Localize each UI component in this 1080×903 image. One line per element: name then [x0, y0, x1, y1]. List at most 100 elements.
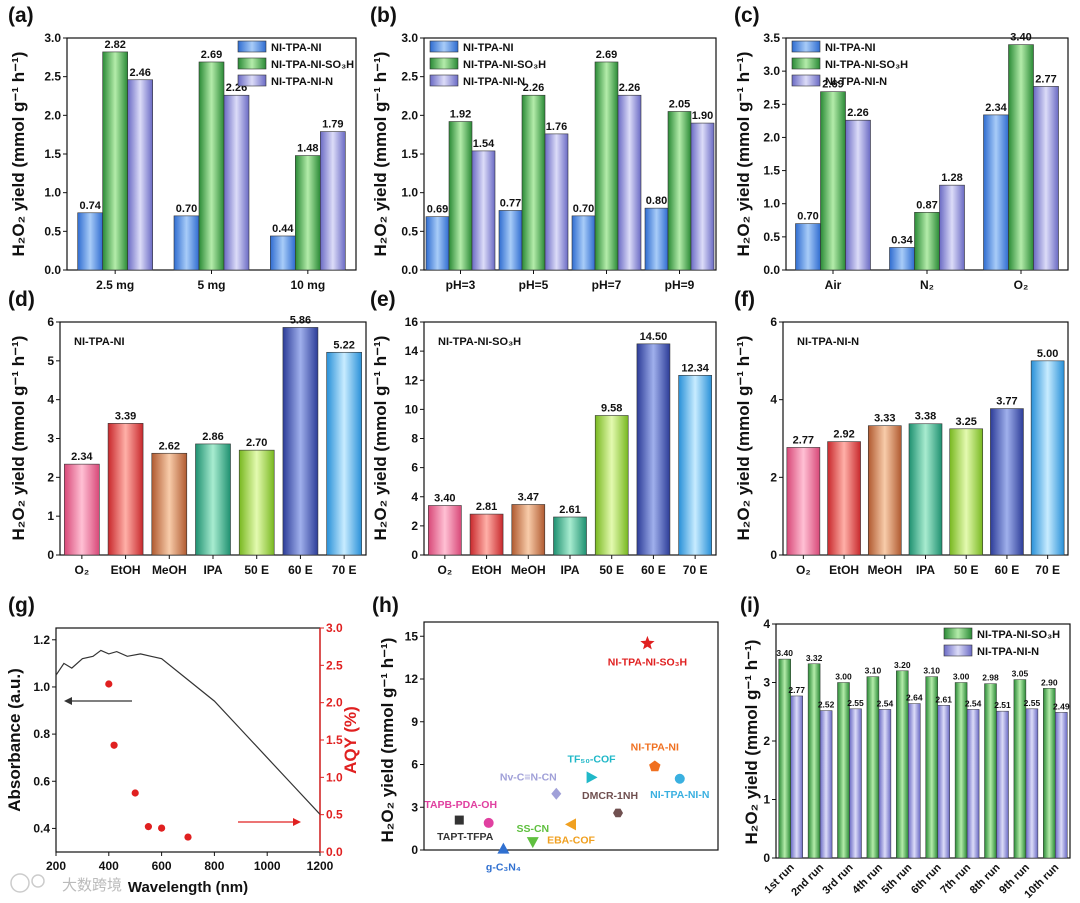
c-ytick-label: 2.5	[763, 97, 780, 111]
e-ytick-label: 14	[405, 344, 419, 358]
b-data-label: 0.77	[500, 197, 521, 209]
a-bar	[320, 131, 346, 271]
d-bar	[195, 443, 231, 556]
b-data-label: 0.80	[646, 195, 667, 207]
f-ytick-label: 2	[770, 470, 777, 484]
i-data-label: 3.32	[806, 653, 823, 663]
h-point-label: NI-TPA-NI	[631, 741, 679, 753]
h-ytick-label: 12	[405, 672, 419, 686]
h-marker-pentagon-icon	[649, 760, 661, 772]
h-y-axis-label: H₂O₂ yield (mmol g⁻¹ h⁻¹)	[378, 638, 397, 843]
a-legend-swatch	[237, 74, 267, 87]
f-data-label: 2.77	[793, 434, 814, 446]
c-data-label: 0.87	[916, 199, 937, 211]
c-data-label: 2.26	[847, 107, 868, 119]
g-aqy-point	[105, 680, 113, 688]
a-ytick-label: 3.0	[44, 31, 61, 45]
d-panel-title: NI-TPA-NI	[74, 336, 125, 348]
a-category-label: 10 mg	[290, 278, 325, 292]
a-bar	[127, 79, 153, 271]
c-bar	[889, 247, 915, 271]
c-ytick-label: 3.5	[763, 31, 780, 45]
h-marker-square-icon	[454, 815, 464, 825]
b-data-label: 1.90	[692, 110, 713, 122]
e-ytick-label: 10	[405, 402, 419, 416]
e-ytick-label: 12	[405, 373, 419, 387]
g-aqy-point	[158, 824, 166, 832]
h-point-label: NI-TPA-NI-SO₃H	[608, 656, 687, 668]
i-bar	[849, 708, 862, 859]
f-ytick-label: 6	[770, 315, 777, 329]
b-category-label: pH=3	[446, 278, 476, 292]
c-data-label: 0.70	[797, 211, 818, 223]
h-marker-diamond-icon	[551, 787, 562, 800]
i-bar	[819, 710, 833, 859]
i-data-label: 3.05	[1012, 669, 1029, 679]
b-ytick-label: 2.0	[401, 108, 418, 122]
f-category-label: 70 E	[1035, 563, 1060, 577]
f-category-label: O₂	[796, 563, 811, 577]
i-y-axis-label: H₂O₂ yield (mmol g⁻¹ h⁻¹)	[742, 640, 761, 845]
a-data-label: 1.79	[322, 119, 343, 131]
h-point-label: TF₅₀-COF	[568, 753, 617, 765]
i-data-label: 2.64	[906, 693, 923, 703]
b-bar	[448, 121, 473, 271]
i-data-label: 3.10	[865, 666, 882, 676]
e-ytick-label: 16	[405, 315, 419, 329]
c-ytick-label: 0.5	[763, 230, 780, 244]
e-bar	[553, 516, 587, 556]
a-data-label: 2.46	[129, 67, 150, 79]
d-data-label: 2.62	[159, 440, 180, 452]
b-data-label: 1.54	[473, 138, 495, 150]
i-bar	[1025, 708, 1039, 859]
b-legend-swatch	[429, 40, 459, 53]
i-category-label: 2nd run	[789, 861, 826, 898]
g-absorbance-line	[55, 649, 321, 815]
d-ytick-label: 1	[47, 509, 54, 523]
c-ytick-label: 1.0	[763, 197, 780, 211]
g-right-tick-label: 3.0	[326, 621, 343, 635]
c-legend-swatch	[791, 57, 821, 70]
a-legend-label: NI-TPA-NI-N	[271, 76, 333, 88]
e-category-label: MeOH	[511, 563, 546, 577]
c-legend-swatch	[791, 74, 821, 87]
f-data-label: 3.38	[915, 411, 936, 423]
f-category-label: 60 E	[995, 563, 1020, 577]
b-ytick-label: 2.5	[401, 70, 418, 84]
b-bar	[521, 94, 546, 271]
i-category-label: 6th run	[909, 861, 944, 896]
b-data-label: 2.69	[596, 49, 617, 61]
a-bar	[102, 51, 128, 271]
i-data-label: 3.00	[835, 672, 852, 682]
d-category-label: 50 E	[244, 563, 269, 577]
c-bar	[939, 184, 965, 271]
d-ytick-label: 2	[47, 470, 54, 484]
c-data-label: 2.34	[985, 102, 1007, 114]
g-right-tick-label: 0.5	[326, 808, 343, 822]
i-data-label: 3.40	[776, 648, 793, 658]
i-ytick-label: 1	[763, 793, 770, 807]
b-legend-label: NI-TPA-NI-SO₃H	[463, 59, 546, 71]
c-data-label: 3.40	[1010, 32, 1031, 44]
i-category-label: 3rd run	[820, 861, 855, 896]
h-ytick-label: 3	[411, 800, 418, 814]
a-legend-swatch	[237, 57, 267, 70]
i-category-label: 8th run	[968, 861, 1003, 896]
g-aqy-point	[131, 789, 139, 797]
c-data-label: 0.34	[891, 234, 913, 246]
g-right-axis-label: AQY (%)	[341, 706, 360, 774]
b-bar	[617, 94, 642, 271]
d-data-label: 2.70	[246, 437, 267, 449]
c-legend-swatch	[791, 40, 821, 53]
e-category-label: O₂	[438, 563, 453, 577]
b-bar	[667, 111, 692, 271]
d-ytick-label: 4	[47, 393, 54, 407]
c-data-label: 2.69	[822, 79, 843, 91]
f-category-label: 50 E	[954, 563, 979, 577]
i-bar	[837, 682, 850, 859]
i-bar	[878, 709, 892, 859]
c-panel-letter: (c)	[734, 4, 760, 27]
f-category-label: IPA	[916, 563, 935, 577]
a-ytick-label: 1.5	[44, 147, 61, 161]
i-bar	[954, 682, 968, 859]
